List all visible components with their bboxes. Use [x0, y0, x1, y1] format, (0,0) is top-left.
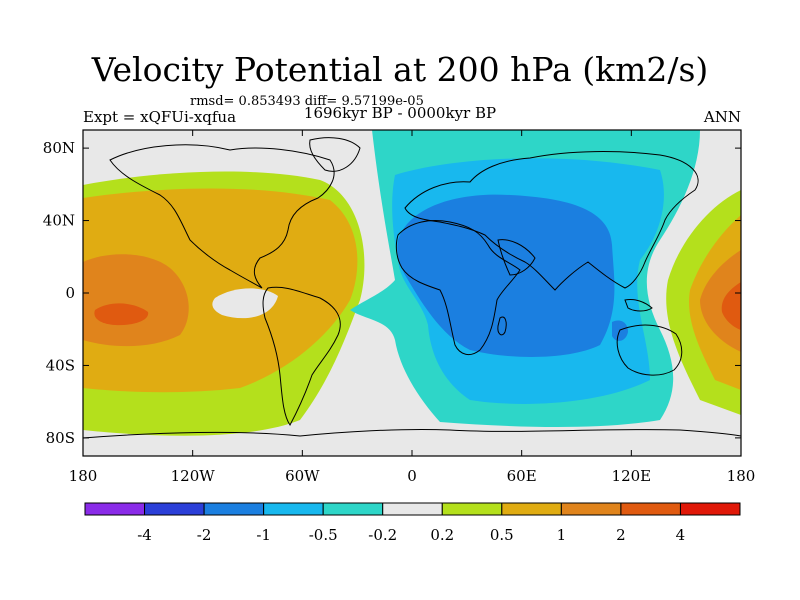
stats-line: rmsd= 0.853493 diff= 9.57199e-05 — [190, 94, 424, 109]
lat-tick-label: 80S — [46, 429, 75, 447]
colorbar-label: -0.2 — [368, 526, 397, 544]
colorbar-swatch — [263, 502, 324, 516]
field-neutral-south-america — [212, 288, 278, 319]
coast-arabia — [497, 239, 536, 276]
lon-tick-label: 60E — [507, 467, 537, 485]
lon-tick-label: 180 — [69, 467, 98, 485]
lat-tick-label: 80N — [43, 139, 75, 157]
coast-greenland — [309, 137, 361, 172]
field-neg-1 — [397, 194, 615, 357]
longitude-axis: 180 120W 60W 0 60E 120E 180 — [69, 130, 756, 485]
coast-antarctica — [83, 428, 741, 439]
lat-tick-label: 40S — [46, 356, 75, 374]
colorbar-swatch — [382, 502, 443, 516]
coast-australia — [616, 324, 683, 376]
colorbar-label: -1 — [256, 526, 271, 544]
colorbar-label: 0.2 — [430, 526, 454, 544]
colorbar-swatch — [501, 502, 562, 516]
season-label: ANN — [703, 108, 741, 126]
field-pos-1-east — [700, 250, 741, 352]
coast-indonesia — [624, 299, 653, 312]
lat-tick-label: 0 — [65, 284, 75, 302]
lat-tick-label: 40N — [43, 212, 75, 230]
map-title: Velocity Potential at 200 hPa (km2/s) — [91, 50, 709, 89]
period-label: 1696kyr BP - 0000kyr BP — [303, 104, 497, 122]
colorbar-label: -0.5 — [309, 526, 338, 544]
colorbar-swatch — [144, 502, 205, 516]
colorbar-label: -4 — [137, 526, 152, 544]
colorbar-swatch — [560, 502, 622, 516]
lon-tick-label: 0 — [407, 467, 417, 485]
field-pos-2 — [94, 303, 149, 326]
contour-field — [83, 130, 741, 456]
coast-eurasia — [404, 151, 699, 291]
lon-tick-label: 120W — [171, 467, 216, 485]
colorbar-swatch — [441, 502, 503, 516]
colorbar-swatch — [679, 502, 741, 516]
colorbar-swatch — [620, 502, 681, 516]
experiment-label: Expt = xQFUi-xqfua — [83, 108, 237, 126]
colorbar-label: 0.5 — [490, 526, 514, 544]
colorbar: -4 -2 -1 -0.5 -0.2 0.2 0.5 1 2 4 — [84, 502, 741, 544]
coast-north-america — [109, 144, 335, 289]
colorbar-label: 4 — [676, 526, 686, 544]
coast-madagascar — [497, 316, 507, 336]
colorbar-swatch — [322, 502, 384, 516]
coast-south-america — [262, 286, 341, 426]
colorbar-swatch — [84, 502, 146, 516]
lon-tick-label: 60W — [285, 467, 320, 485]
latitude-axis: 80N 40N 0 40S 80S — [43, 139, 741, 447]
colorbar-label: -2 — [197, 526, 212, 544]
colorbar-label: 2 — [616, 526, 626, 544]
lon-tick-label: 180 — [727, 467, 756, 485]
lon-tick-label: 120E — [612, 467, 652, 485]
colorbar-swatch — [203, 502, 265, 516]
colorbar-label: 1 — [557, 526, 567, 544]
coastlines — [83, 137, 741, 439]
field-pos-2-east — [721, 282, 741, 330]
